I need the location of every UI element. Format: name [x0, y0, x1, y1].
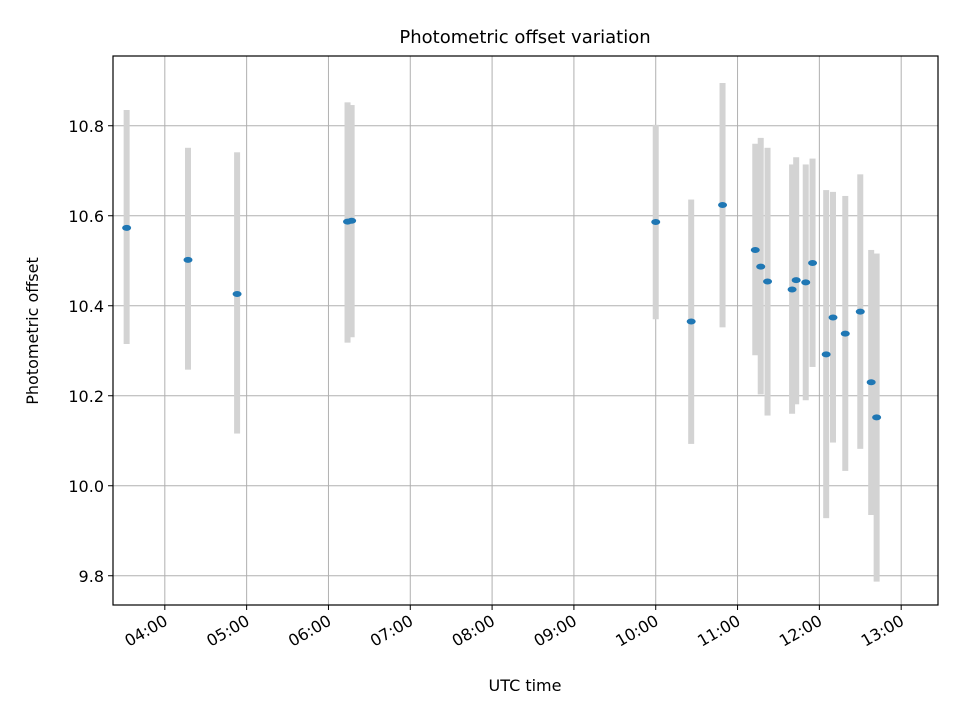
- y-tick-label: 10.8: [68, 117, 104, 136]
- grid-layer: [113, 56, 938, 605]
- data-point: [787, 286, 797, 293]
- data-point: [821, 351, 831, 358]
- data-point: [718, 201, 728, 208]
- data-point: [828, 314, 838, 321]
- y-tick-label: 10.6: [68, 207, 104, 226]
- y-axis-label: Photometric offset: [23, 257, 42, 405]
- x-axis-label: UTC time: [489, 676, 562, 695]
- data-point: [347, 217, 357, 224]
- data-point: [866, 379, 876, 386]
- data-point: [122, 224, 132, 231]
- data-point: [808, 260, 818, 266]
- data-point: [750, 246, 760, 253]
- data-point: [232, 291, 242, 298]
- data-point: [840, 330, 850, 337]
- data-point: [801, 279, 811, 286]
- data-point: [855, 308, 865, 315]
- data-point: [872, 414, 882, 421]
- plot-frame: [112, 55, 939, 606]
- data-point: [686, 318, 696, 325]
- y-tick-label: 10.4: [68, 297, 104, 316]
- data-point: [183, 256, 193, 263]
- data-point: [763, 278, 773, 285]
- y-tick-label: 10.0: [68, 477, 104, 496]
- y-tick-label: 9.8: [79, 567, 104, 586]
- data-point: [756, 263, 766, 270]
- point-layer: [122, 201, 882, 421]
- data-point: [791, 277, 801, 284]
- y-tick-label: 10.2: [68, 387, 104, 406]
- chart-title: Photometric offset variation: [399, 27, 650, 48]
- data-point: [651, 219, 661, 226]
